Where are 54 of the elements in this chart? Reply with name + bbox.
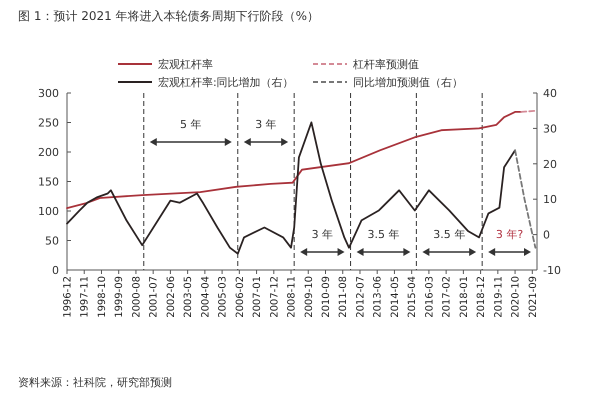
- x-tick-label: 2000-08: [131, 276, 142, 318]
- x-tick-label: 2018-01: [458, 276, 470, 318]
- annotation: 3 年: [312, 228, 334, 241]
- x-tick-label: 2016-03: [424, 276, 436, 318]
- y-tick-label: 300: [38, 87, 59, 100]
- y-tick-label: 200: [38, 146, 59, 159]
- x-tick-label: 1999-09: [114, 276, 126, 318]
- x-tick-label: 2010-09: [321, 276, 332, 318]
- x-tick-label: 2004-04: [200, 276, 212, 318]
- y2-tick-label: 20: [543, 158, 557, 171]
- annotation: 3 年: [255, 118, 277, 131]
- x-tick-label: 2006-02: [234, 276, 246, 318]
- x-tick-label: 2003-05: [183, 276, 194, 318]
- x-tick-label: 2021-09: [528, 276, 539, 318]
- annotation: 3.5 年: [367, 228, 400, 241]
- y-tick-label: 0: [52, 264, 59, 277]
- x-tick-label: 1996-12: [62, 276, 74, 318]
- x-tick-label: 2008-11: [286, 276, 298, 318]
- y-tick-label: 150: [38, 176, 59, 188]
- x-tick-label: 2020-10: [510, 276, 522, 318]
- x-tick-label: 2015-04: [407, 276, 418, 318]
- x-tick-label: 2002-06: [166, 276, 177, 318]
- legend-label: 杠杆率预测值: [352, 58, 419, 71]
- x-tick-label: 1997-11: [80, 276, 91, 318]
- y-tick-label: 100: [38, 205, 59, 218]
- y2-tick-label: 40: [543, 87, 557, 100]
- y-tick-label: 250: [38, 116, 59, 130]
- annotation: 3.5 年: [433, 228, 466, 241]
- text: 资料来源：社科院，研究部预测: [18, 376, 172, 389]
- y2-tick-label: 30: [543, 122, 557, 136]
- x-tick-label: 2005-03: [218, 276, 229, 318]
- x-tick-label: 2007-01: [252, 276, 264, 318]
- x-tick-label: 2007-12: [269, 276, 280, 318]
- legend-label: 宏观杠杆率:同比增加（右）: [158, 76, 294, 89]
- y2-tick-label: 10: [543, 193, 557, 206]
- x-tick-label: 2017-02: [442, 276, 453, 318]
- legend-label: 同比增加预测值（右）: [353, 76, 463, 89]
- y2-tick-label: 0: [543, 228, 550, 242]
- x-tick-label: 2009-10: [304, 276, 315, 318]
- x-tick-label: 2001-07: [148, 276, 160, 318]
- x-tick-label: 2019-11: [493, 276, 504, 318]
- x-tick-label: 1998-10: [96, 276, 108, 318]
- x-tick-label: 2012-07: [355, 276, 366, 318]
- x-tick-label: 2014-05: [390, 276, 401, 318]
- annotation: 5 年: [180, 118, 202, 131]
- x-tick-label: 2018-12: [476, 276, 488, 318]
- annotation: 3 年?: [496, 228, 524, 241]
- y2-tick-label: -10: [543, 264, 561, 277]
- line-series: [66, 111, 522, 209]
- x-tick-label: 2013-06: [372, 276, 384, 318]
- chart-title: 图 1：预计 2021 年将进入本轮债务周期下行阶段（%）: [18, 9, 320, 23]
- y-tick-label: 50: [45, 234, 59, 248]
- legend-label: 宏观杠杆率: [158, 58, 213, 71]
- x-tick-label: 2011-08: [338, 276, 350, 318]
